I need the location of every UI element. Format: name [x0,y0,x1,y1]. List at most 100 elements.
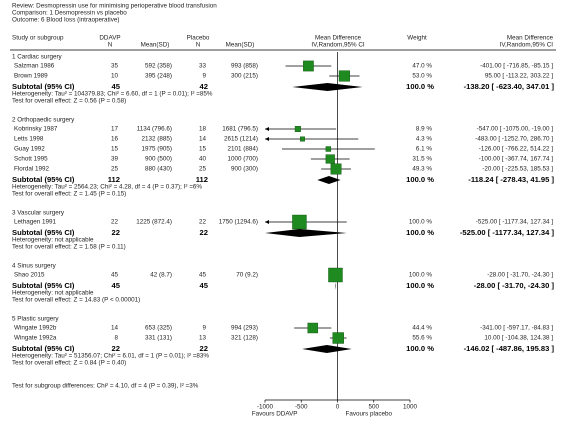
group-title: 2 Orthopaedic surgery [12,117,75,124]
ddavp-mean-sd: 1134 (796.6) [137,126,172,133]
ddavp-mean-sd: 331 (131) [145,335,172,342]
subtotal-placebo-n: 22 [200,228,208,237]
comparison: Comparison: 1 Desmopressin vs placebo [12,10,127,17]
weight: 49.3 % [412,166,432,173]
subgroup-test: Test for subgroup differences: Chi² = 4.… [12,383,199,390]
effect-square [325,146,332,152]
subtotal-diamond [292,83,363,91]
heterogeneity: Heterogeneity: not applicable [12,290,94,297]
ci-arrow [265,220,269,224]
subtotal-weight: 100.0 % [406,281,434,290]
heterogeneity: Heterogeneity: Tau² = 104379.83; Chi² = … [12,91,213,98]
overall-effect: Test for overall effect: Z = 0.56 (P = 0… [12,98,126,105]
effect-square [338,70,350,82]
ddavp-mean-sd: 1975 (905) [142,146,172,153]
axis-label-left: Favours DDAVP [252,411,298,418]
ci-arrow [265,127,269,131]
x-tick-label: 0 [336,404,340,411]
group-title: 1 Cardiac surgery [12,54,63,61]
study-name: Lethagen 1991 [14,219,57,226]
header-placebo: Placebo [187,35,210,42]
group-title: 4 Sinus surgery [12,263,57,270]
weight: 55.6 % [412,335,432,342]
placebo-n: 9 [202,73,206,80]
subtotal-ddavp-n: 45 [112,82,121,91]
placebo-n: 18 [199,126,207,133]
effect-square [303,60,314,72]
overall-effect: Test for overall effect: Z = 14.83 (P < … [12,297,140,304]
ddavp-mean-sd: 592 (358) [145,63,172,70]
placebo-mean-sd: 1000 (700) [228,156,258,163]
group-title: 3 Vascular surgery [12,210,65,217]
ddavp-mean-sd: 900 (500) [145,156,172,163]
subtotal-md: -138.20 [ -623.40, 347.01 ] [464,82,555,91]
effect-square [332,332,344,344]
placebo-mean-sd: 321 (128) [231,335,258,342]
ddavp-n: 22 [111,219,119,226]
placebo-n: 14 [199,136,207,143]
placebo-mean-sd: 300 (215) [231,73,258,80]
effect-square [294,126,301,132]
effect-square [300,136,305,142]
x-tick-label: 1000 [403,404,418,411]
placebo-n: 25 [199,166,207,173]
subtotal-weight: 100.0 % [406,344,434,353]
heterogeneity: Heterogeneity: Tau² = 51356.07; Chi² = 6… [12,353,209,360]
header-plot-method: IV,Random,95% CI [311,42,365,49]
overall-effect: Test for overall effect: Z = 0.84 (P = 0… [12,360,126,367]
placebo-n: 9 [202,325,206,332]
mean-difference: -525.00 [ -1177.34, 127.34 ] [476,219,554,226]
header-ddavp-n: N [108,42,113,49]
header-md-method: IV,Random,95% CI [500,42,554,49]
mean-difference: -401.00 [ -716.85, -85.15 ] [480,63,553,70]
subtotal-diamond [335,282,336,290]
study-name: Brown 1989 [14,73,48,80]
weight: 44.4 % [412,325,432,332]
placebo-mean-sd: 70 (9.2) [236,272,258,279]
subtotal-label: Subtotal (95% CI) [12,228,75,237]
placebo-n: 40 [199,156,207,163]
ddavp-mean-sd: 880 (430) [145,166,172,173]
header-md-title: Mean Difference [507,35,554,42]
header-weight: Weight [407,35,427,42]
subtotal-ddavp-n: 112 [108,175,120,184]
mean-difference: -100.00 [ -367.74, 167.74 ] [479,156,553,163]
ddavp-n: 35 [111,63,119,70]
study-name: Wingate 1992a [14,335,57,342]
header-plot-title: Mean Difference [315,35,362,42]
placebo-n: 15 [199,146,207,153]
heterogeneity: Heterogeneity: Tau² = 2564.23; Chi² = 4.… [12,184,202,191]
study-name: Guay 1992 [14,146,45,153]
ddavp-n: 8 [114,335,118,342]
subtotal-placebo-n: 112 [196,175,208,184]
ddavp-n: 39 [111,156,119,163]
mean-difference: -483.00 [ -1252.70, 286.70 ] [475,136,553,143]
header-placebo-n: N [196,42,201,49]
placebo-n: 45 [199,272,207,279]
header-ddavp: DDAVP [99,35,120,42]
study-name: Wingate 1992b [14,325,57,332]
study-name: Letts 1998 [14,136,44,143]
ddavp-n: 10 [111,73,119,80]
weight: 6.1 % [416,146,433,153]
placebo-mean-sd: 994 (293) [231,325,258,332]
x-tick-label: -500 [295,404,308,411]
placebo-mean-sd: 2101 (884) [228,146,258,153]
header-ddavp-mean: Mean(SD) [141,42,170,49]
study-name: Shao 2015 [14,272,45,279]
outcome: Outcome: 6 Blood loss (intraoperative) [12,17,119,24]
study-name: Kobrinsky 1987 [14,126,58,133]
subtotal-label: Subtotal (95% CI) [12,281,75,290]
header-study: Study or subgroup [12,35,64,42]
subtotal-md: -146.02 [ -487.86, 195.83 ] [464,344,555,353]
mean-difference: -126.00 [ -766.22, 514.22 ] [479,146,553,153]
subtotal-weight: 100.0 % [406,175,434,184]
mean-difference: -20.00 [ -225.53, 185.53 ] [482,166,553,173]
study-name: Schott 1995 [14,156,48,163]
subtotal-diamond [302,345,352,353]
ddavp-n: 25 [111,166,119,173]
ddavp-n: 16 [111,136,119,143]
x-tick-label: 500 [368,404,379,411]
ddavp-mean-sd: 653 (325) [145,325,172,332]
